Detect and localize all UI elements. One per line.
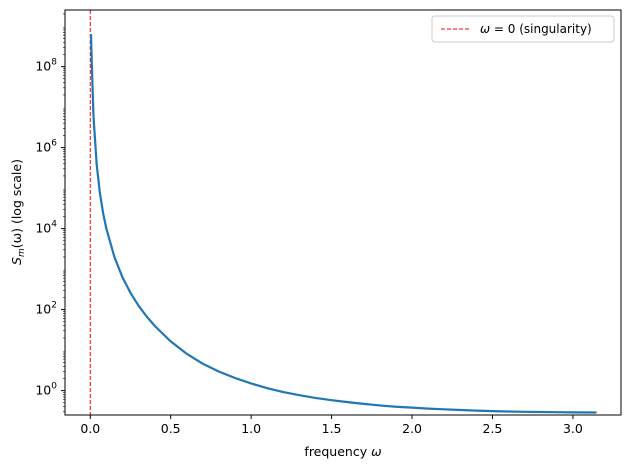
- y-tick-label-base: 10: [35, 302, 51, 317]
- y-tick-label-base: 10: [35, 140, 51, 155]
- y-tick-label-base: 10: [35, 59, 51, 74]
- y-axis-label-rest: (ω) (log scale): [9, 159, 24, 248]
- series-line-0: [89, 34, 597, 414]
- y-tick-label: 108: [35, 58, 57, 74]
- x-axis-label-text: frequency: [304, 444, 371, 459]
- y-tick-label-base: 10: [35, 221, 51, 236]
- x-tick-label: 0.0: [80, 421, 100, 436]
- y-tick-label: 104: [35, 220, 57, 236]
- y-tick-label: 102: [35, 301, 57, 317]
- y-axis-label: Sm(ω) (log scale): [9, 159, 27, 265]
- x-axis-label: frequency ω: [304, 444, 381, 459]
- x-tick-label: 1.5: [322, 421, 342, 436]
- y-tick-label: 100: [35, 382, 57, 398]
- legend-label-rest: = 0 (singularity): [490, 22, 592, 36]
- y-tick-label-exponent: 8: [51, 58, 57, 68]
- x-tick-label: 1.0: [241, 421, 261, 436]
- axes-frame: [64, 9, 622, 416]
- legend-label-symbol: ω: [480, 22, 490, 36]
- y-tick-label-base: 10: [35, 383, 51, 398]
- y-tick-label-exponent: 4: [51, 220, 57, 230]
- y-tick-label-exponent: 0: [51, 382, 57, 392]
- y-tick-label-exponent: 6: [51, 139, 57, 149]
- y-axis-label-s: S: [9, 257, 24, 265]
- x-tick-label: 2.0: [402, 421, 422, 436]
- x-tick-label: 3.0: [563, 421, 583, 436]
- legend-label-singularity: ω = 0 (singularity): [480, 22, 592, 36]
- x-tick-label: 2.5: [483, 421, 503, 436]
- plot-area: [89, 10, 597, 415]
- y-axis-label-subscript: m: [17, 248, 27, 257]
- x-axis-label-symbol: ω: [371, 444, 381, 459]
- x-tick-label: 0.5: [161, 421, 181, 436]
- legend: ω = 0 (singularity): [431, 15, 615, 43]
- x-axis: 0.0 0.5 1.0 1.5 2.0 2.5 3.0: [80, 415, 583, 436]
- y-tick-label-exponent: 2: [51, 301, 57, 311]
- y-tick-label: 106: [35, 139, 57, 155]
- legend-box: [431, 15, 615, 43]
